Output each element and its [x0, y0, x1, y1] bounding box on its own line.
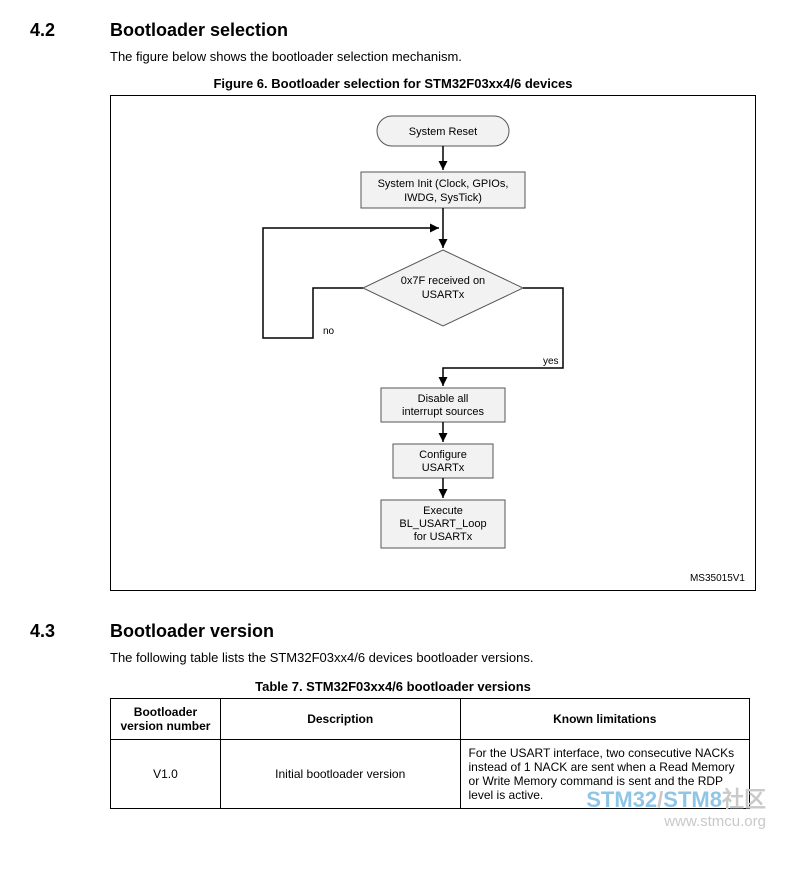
- section-number: 4.2: [30, 20, 110, 41]
- node-decision-l2: USARTx: [422, 289, 465, 301]
- figure-caption: Figure 6. Bootloader selection for STM32…: [30, 76, 756, 91]
- section-4-2-intro: The figure below shows the bootloader se…: [110, 49, 756, 64]
- section-number: 4.3: [30, 621, 110, 642]
- node-exec-loop-l1: Execute: [423, 505, 463, 517]
- node-decision-l1: 0x7F received on: [401, 275, 485, 287]
- node-system-init-l1: System Init (Clock, GPIOs,: [378, 178, 509, 190]
- section-title: Bootloader selection: [110, 20, 288, 41]
- table-7: Bootloader version number Description Kn…: [110, 698, 750, 809]
- section-4-2-heading: 4.2 Bootloader selection: [30, 20, 756, 41]
- edge-label-yes: yes: [543, 356, 559, 367]
- figure-6-flowchart: System Reset System Init (Clock, GPIOs, …: [110, 95, 756, 591]
- figure-note: MS35015V1: [690, 573, 745, 584]
- table-header-row: Bootloader version number Description Kn…: [111, 699, 750, 740]
- section-4-3-heading: 4.3 Bootloader version: [30, 621, 756, 642]
- node-system-reset-label: System Reset: [409, 126, 477, 138]
- watermark-url: www.stmcu.org: [586, 813, 766, 831]
- table-col-0: Bootloader version number: [111, 699, 221, 740]
- node-config-usart-l1: Configure: [419, 449, 467, 461]
- section-4-3-intro: The following table lists the STM32F03xx…: [110, 650, 756, 665]
- table-cell: For the USART interface, two consecutive…: [460, 740, 749, 809]
- table-row: V1.0 Initial bootloader version For the …: [111, 740, 750, 809]
- node-disable-int-l1: Disable all: [418, 393, 469, 405]
- table-cell: V1.0: [111, 740, 221, 809]
- table-cell: Initial bootloader version: [220, 740, 460, 809]
- table-col-2: Known limitations: [460, 699, 749, 740]
- node-system-init-l2: IWDG, SysTick): [404, 192, 482, 204]
- section-title: Bootloader version: [110, 621, 274, 642]
- table-caption: Table 7. STM32F03xx4/6 bootloader versio…: [30, 679, 756, 694]
- edge-label-no: no: [323, 326, 335, 337]
- node-decision: [363, 250, 523, 326]
- node-disable-int-l2: interrupt sources: [402, 406, 484, 418]
- table-col-1: Description: [220, 699, 460, 740]
- node-exec-loop-l3: for USARTx: [414, 531, 473, 543]
- node-exec-loop-l2: BL_USART_Loop: [399, 518, 486, 530]
- node-config-usart-l2: USARTx: [422, 462, 465, 474]
